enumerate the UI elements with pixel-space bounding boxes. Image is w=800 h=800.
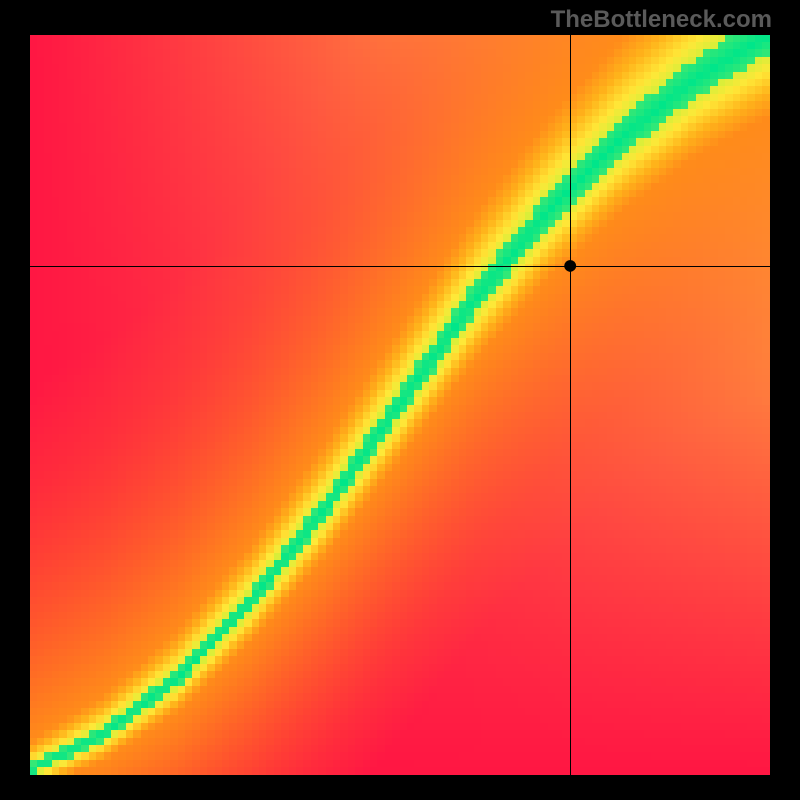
bottleneck-heatmap-canvas <box>30 35 770 775</box>
chart-container: TheBottleneck.com <box>0 0 800 800</box>
source-watermark: TheBottleneck.com <box>551 6 772 34</box>
